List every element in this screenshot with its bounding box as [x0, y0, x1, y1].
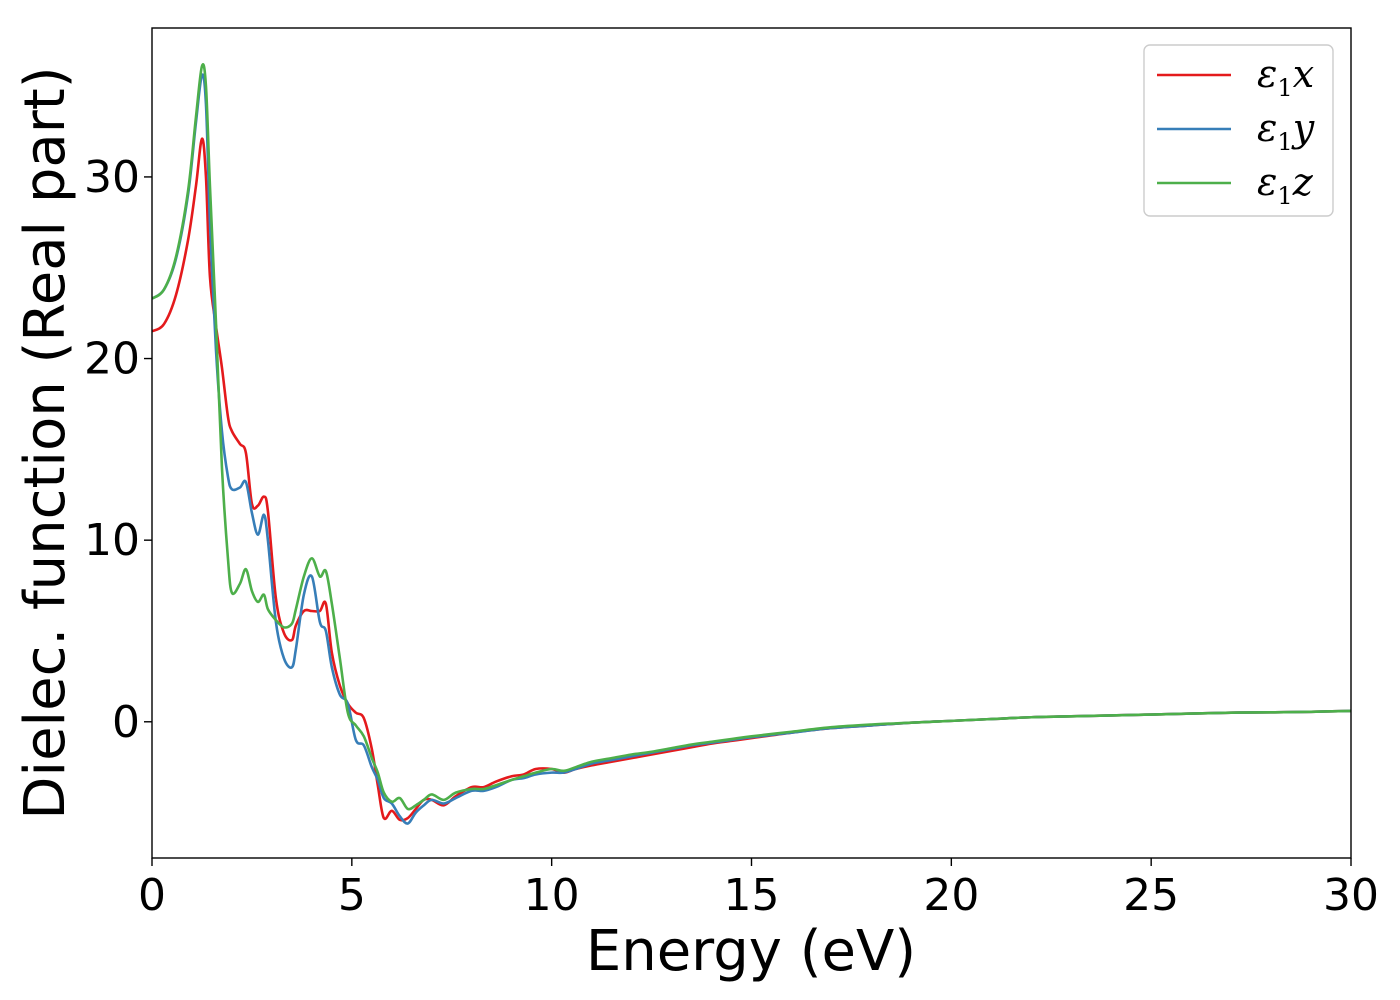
legend-component: y — [1291, 106, 1315, 150]
legend-subscript: 1 — [1277, 74, 1292, 102]
legend-entry-z: ε1z — [1257, 160, 1314, 210]
x-axis-ticks: 0 5 10 15 20 25 30 — [138, 858, 1379, 921]
y-tick-label: 10 — [84, 515, 140, 566]
y-axis-ticks: 0 10 20 30 — [84, 152, 152, 748]
y-axis-label: Dielec. function (Real part) — [13, 66, 78, 819]
x-axis-label: Energy (eV) — [586, 919, 916, 984]
x-tick-label: 0 — [138, 870, 166, 921]
x-tick-label: 20 — [923, 870, 979, 921]
legend-epsilon: ε — [1257, 52, 1277, 96]
y-tick-label: 30 — [84, 152, 140, 203]
legend-entry-x: ε1x — [1257, 52, 1314, 102]
x-tick-label: 25 — [1123, 870, 1179, 921]
x-tick-label: 15 — [724, 870, 780, 921]
x-tick-label: 10 — [524, 870, 580, 921]
legend-epsilon: ε — [1257, 160, 1277, 204]
legend-component: z — [1292, 160, 1314, 204]
legend-box — [1143, 44, 1334, 217]
y-tick-label: 0 — [112, 697, 140, 748]
legend-component: x — [1293, 52, 1314, 96]
legend-entry-y: ε1y — [1257, 106, 1315, 156]
legend-subscript: 1 — [1277, 182, 1292, 210]
legend-epsilon: ε — [1257, 106, 1277, 150]
x-tick-label: 5 — [338, 870, 366, 921]
series-line-x — [152, 137, 1351, 822]
series-layer — [152, 62, 1351, 825]
legend-subscript: 1 — [1277, 128, 1292, 156]
series-line-z — [152, 62, 1351, 811]
x-tick-label: 30 — [1323, 870, 1379, 921]
y-tick-label: 20 — [84, 334, 140, 385]
